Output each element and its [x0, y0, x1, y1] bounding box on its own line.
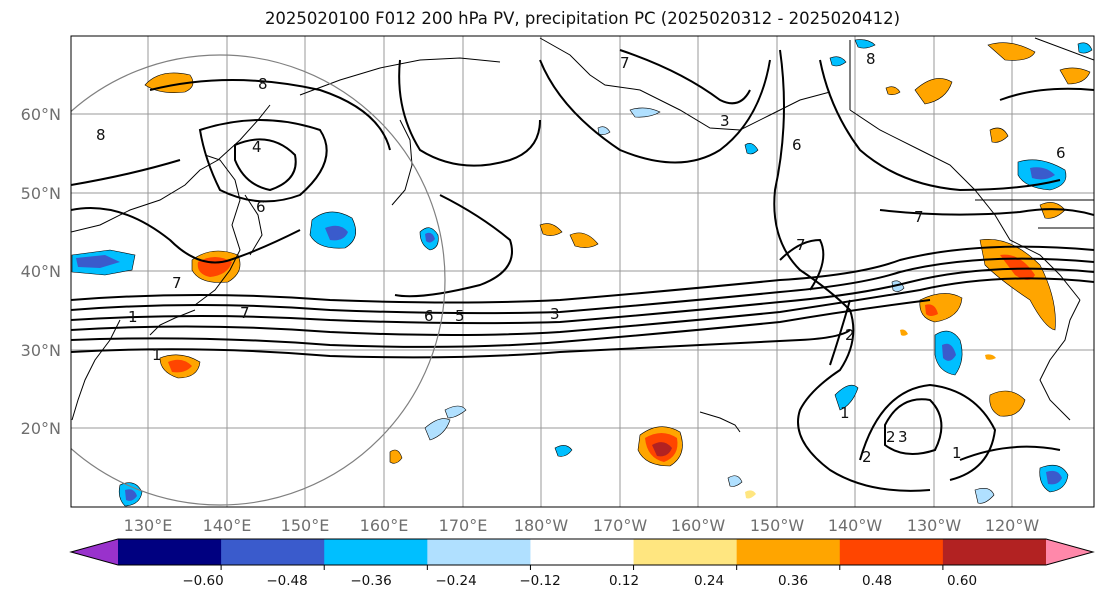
contour-label: 6: [792, 136, 802, 154]
colorbar: −0.60 −0.48 −0.36 −0.24 −0.12 0.12 0.24 …: [69, 538, 1095, 589]
colorbar-tick-label: −0.24: [435, 573, 476, 589]
contour-label: 2: [845, 326, 855, 344]
colorbar-tick-label: −0.48: [266, 573, 307, 589]
contour-label: 7: [914, 208, 924, 226]
contour-label: 3: [720, 112, 730, 130]
coastlines: [71, 37, 1094, 433]
longitude-labels: 130°E 140°E 150°E 160°E 170°E 180°W 170°…: [124, 516, 1040, 535]
precipitation-shading: [71, 39, 1093, 507]
colorbar-tick-label: 0.60: [947, 573, 977, 589]
lon-label: 130°W: [907, 516, 962, 535]
colorbar-segment: [427, 539, 531, 565]
latitude-labels: 60°N 50°N 40°N 30°N 20°N: [21, 105, 61, 438]
lon-label: 160°E: [360, 516, 409, 535]
lat-label: 30°N: [21, 341, 61, 360]
contour-label-layer: 8 8 4 6 8 7 7 7 3 6 7 6 5 3 1 1 2 1 2 2 …: [96, 50, 1066, 466]
colorbar-tick-label: −0.12: [519, 573, 560, 589]
colorbar-extend-high: [1046, 539, 1093, 565]
pv-contours: [71, 49, 1094, 492]
lon-label: 180°W: [514, 516, 569, 535]
contour-label: 2: [886, 428, 896, 446]
colorbar-tick-label: 0.24: [694, 573, 724, 589]
contour-label: 6: [1056, 144, 1066, 162]
colorbar-tick-label: −0.36: [350, 573, 391, 589]
contour-label: 8: [258, 75, 268, 93]
range-circle: [71, 54, 446, 506]
lon-label: 140°E: [203, 516, 252, 535]
colorbar-segment: [736, 539, 841, 565]
contour-label: 1: [128, 308, 138, 326]
colorbar-segment: [530, 539, 635, 565]
lon-label: 170°W: [593, 516, 648, 535]
contour-label: 8: [866, 50, 876, 68]
colorbar-segment: [324, 539, 428, 565]
contour-label: 7: [240, 304, 250, 322]
colorbar-tick-label: −0.60: [182, 573, 223, 589]
contour-label: 4: [252, 138, 262, 156]
contour-label: 7: [172, 274, 182, 292]
lat-label: 20°N: [21, 419, 61, 438]
lon-label: 170°E: [439, 516, 488, 535]
contour-label: 1: [840, 404, 850, 422]
colorbar-extend-low: [71, 539, 118, 565]
lon-label: 160°W: [671, 516, 726, 535]
lon-label: 140°W: [828, 516, 883, 535]
lat-label: 40°N: [21, 262, 61, 281]
contour-label: 5: [455, 307, 465, 325]
colorbar-segments: [71, 539, 1093, 565]
plot-frame: [70, 35, 1095, 508]
lon-label: 120°W: [985, 516, 1040, 535]
lat-label: 60°N: [21, 105, 61, 124]
contour-label: 2: [862, 448, 872, 466]
lat-label: 50°N: [21, 184, 61, 203]
colorbar-tick-label: 0.12: [609, 573, 639, 589]
colorbar-segment: [942, 539, 1047, 565]
colorbar-tick-label: 0.36: [778, 573, 808, 589]
contour-label: 6: [424, 307, 434, 325]
lon-label: 150°E: [281, 516, 330, 535]
contour-label: 1: [152, 346, 162, 364]
colorbar-tick-labels: −0.60 −0.48 −0.36 −0.24 −0.12 0.12 0.24 …: [182, 573, 977, 589]
colorbar-outline: [69, 538, 1095, 566]
contour-label: 8: [96, 126, 106, 144]
colorbar-ticks: [220, 565, 944, 570]
lon-label: 130°E: [124, 516, 173, 535]
map-title: 2025020100 F012 200 hPa PV, precipitatio…: [264, 9, 901, 28]
colorbar-segment: [633, 539, 738, 565]
contour-label: 6: [256, 198, 266, 216]
colorbar-segment: [118, 539, 222, 565]
contour-label: 3: [550, 305, 560, 323]
lon-label: 150°W: [750, 516, 805, 535]
contour-label: 3: [898, 428, 908, 446]
colorbar-tick-label: 0.48: [862, 573, 892, 589]
contour-label: 1: [952, 444, 962, 462]
contour-label: 7: [796, 236, 806, 254]
contour-label: 7: [620, 54, 630, 72]
colorbar-segment: [839, 539, 944, 565]
colorbar-segment: [221, 539, 325, 565]
